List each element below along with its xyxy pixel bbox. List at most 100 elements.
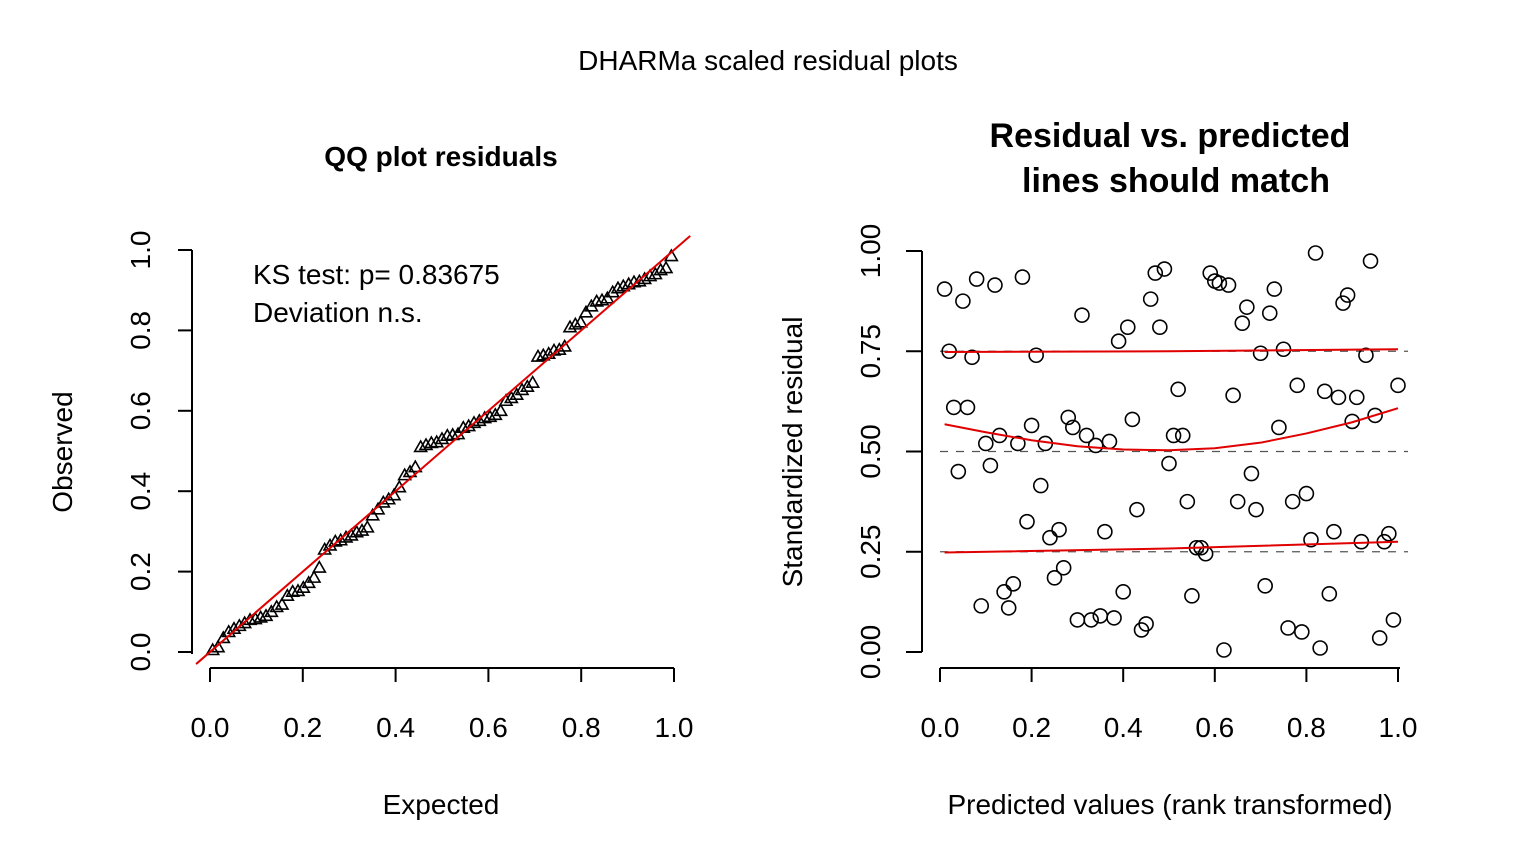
qq-point	[333, 532, 349, 546]
residual-point	[1124, 411, 1141, 428]
qq-point	[407, 459, 423, 473]
residual-point	[1303, 531, 1319, 548]
residual-point	[1252, 345, 1269, 362]
qq-x-tick-label: 1.0	[655, 712, 694, 743]
deviation-annotation: Deviation n.s.	[253, 297, 423, 328]
residual-point	[987, 277, 1003, 293]
residual-point	[1161, 455, 1177, 472]
qq-point	[647, 266, 663, 280]
qq-ylabel: Observed	[47, 391, 78, 512]
residual-point	[1330, 389, 1347, 406]
qq-point	[551, 342, 567, 355]
qq-x-tick-label: 0.8	[562, 712, 601, 743]
residual-point	[1294, 624, 1310, 640]
residual-point	[1243, 465, 1260, 482]
qq-point	[610, 280, 626, 294]
qq-point	[525, 375, 541, 388]
qq-point	[589, 293, 605, 307]
qq-point	[237, 615, 253, 629]
qq-x-tick-label: 0.4	[376, 712, 415, 743]
qq-point	[205, 642, 221, 656]
residual-point	[1202, 265, 1219, 281]
residual-point	[973, 598, 990, 614]
qq-x-ticks: 0.0 0.2 0.4 0.6 0.8 1.0	[191, 668, 694, 743]
residual-point	[1257, 578, 1273, 594]
residual-point	[1069, 612, 1086, 628]
residual-point	[1110, 333, 1127, 350]
residual-point	[1367, 407, 1383, 424]
residual-point	[1248, 501, 1264, 518]
residual-point	[1019, 513, 1035, 530]
ks-test-annotation: KS test: p= 0.83675	[253, 259, 500, 290]
residual-y-tick-label: 0.00	[855, 625, 886, 680]
residual-point	[955, 293, 971, 309]
qq-point	[434, 431, 450, 445]
residual-point	[1225, 387, 1241, 404]
qq-y-tick-label: 0.4	[125, 472, 156, 511]
qq-point	[498, 393, 514, 407]
residual-point	[1115, 584, 1131, 600]
residual-points	[936, 245, 1406, 658]
qq-point	[311, 559, 327, 573]
residual-point	[1271, 419, 1287, 436]
residual-point	[1312, 640, 1328, 656]
residual-point	[1280, 620, 1296, 636]
residual-x-tick-label: 0.8	[1287, 712, 1326, 743]
residual-point	[982, 457, 999, 474]
residual-point	[1321, 586, 1338, 602]
qq-point	[573, 314, 589, 328]
residual-point	[1165, 427, 1182, 444]
qq-point	[530, 348, 546, 362]
qq-point	[567, 316, 583, 330]
qq-y-tick-label: 0.8	[125, 311, 156, 350]
residual-point	[1358, 347, 1374, 364]
qq-point	[445, 427, 461, 441]
residual-x-tick-label: 1.0	[1379, 712, 1418, 743]
residual-point	[1083, 612, 1099, 628]
residual-point	[1229, 493, 1246, 510]
residual-y-tick-label: 0.75	[855, 324, 886, 379]
qq-point	[439, 428, 455, 442]
residual-point	[1074, 307, 1090, 323]
residual-point	[1239, 299, 1255, 315]
qq-point	[535, 347, 551, 361]
residual-quantile-curve	[944, 540, 1399, 554]
qq-point	[359, 519, 375, 533]
residual-point	[1371, 630, 1388, 646]
residual-point	[1106, 610, 1122, 626]
residual-point	[1055, 559, 1072, 576]
residual-point	[1023, 417, 1040, 434]
qq-point	[274, 596, 290, 610]
residual-point	[1101, 433, 1118, 450]
qq-y-ticks: 0.0 0.2 0.4 0.6 0.8 1.0	[125, 231, 192, 672]
residual-point	[1156, 261, 1173, 277]
residual-point	[950, 463, 967, 480]
qq-title: QQ plot residuals	[324, 141, 557, 172]
residual-x-tick-label: 0.6	[1195, 712, 1234, 743]
residual-point	[1129, 501, 1145, 518]
qq-point	[269, 599, 285, 613]
residual-point	[1147, 265, 1164, 281]
residual-reference-lines	[940, 350, 1408, 553]
qq-y-tick-label: 0.0	[125, 633, 156, 672]
residual-y-tick-label: 1.00	[855, 224, 886, 279]
residual-point	[1344, 413, 1360, 430]
residual-point	[968, 271, 985, 287]
qq-point	[258, 608, 274, 622]
residual-x-tick-label: 0.0	[921, 712, 960, 743]
residual-point	[959, 399, 976, 416]
qq-point	[631, 273, 647, 287]
residual-ylabel: Standardized residual	[777, 317, 808, 588]
residual-point	[1014, 269, 1031, 285]
qq-point	[562, 319, 578, 333]
residual-point	[1266, 281, 1283, 297]
residual-point	[1220, 277, 1237, 293]
residual-point	[1028, 347, 1044, 364]
qq-point	[653, 262, 669, 276]
residual-plot: Residual vs. predicted lines should matc…	[777, 117, 1417, 820]
residual-point	[1216, 642, 1232, 658]
residual-point	[936, 281, 953, 297]
qq-point	[503, 390, 519, 404]
residual-point	[1390, 377, 1406, 394]
residual-point	[1142, 291, 1159, 307]
